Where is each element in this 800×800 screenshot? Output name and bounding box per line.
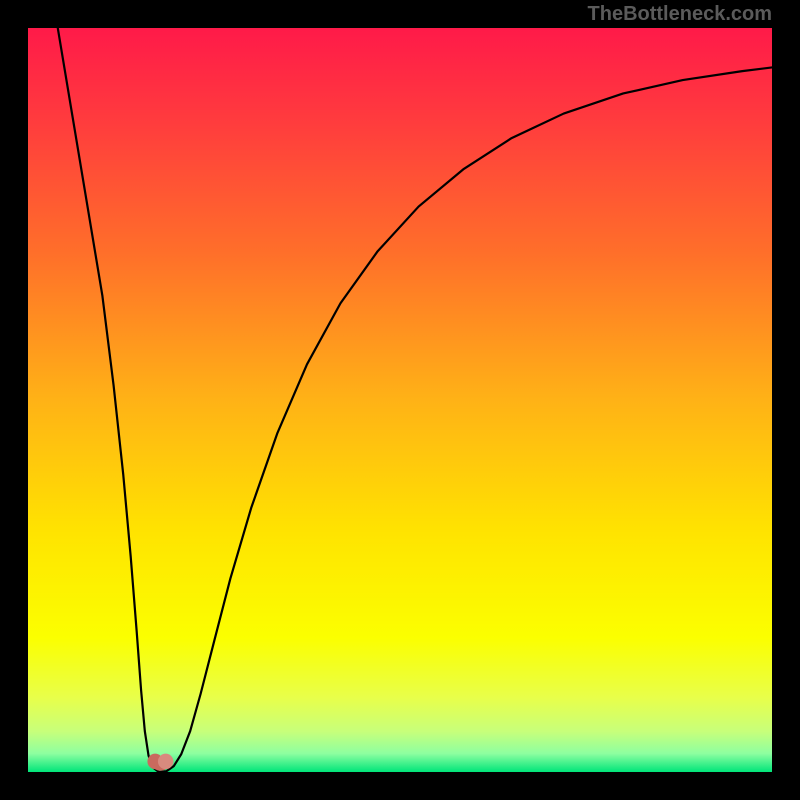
chart-plot-area xyxy=(28,28,772,772)
chart-svg xyxy=(28,28,772,772)
attribution-watermark: TheBottleneck.com xyxy=(588,3,772,26)
